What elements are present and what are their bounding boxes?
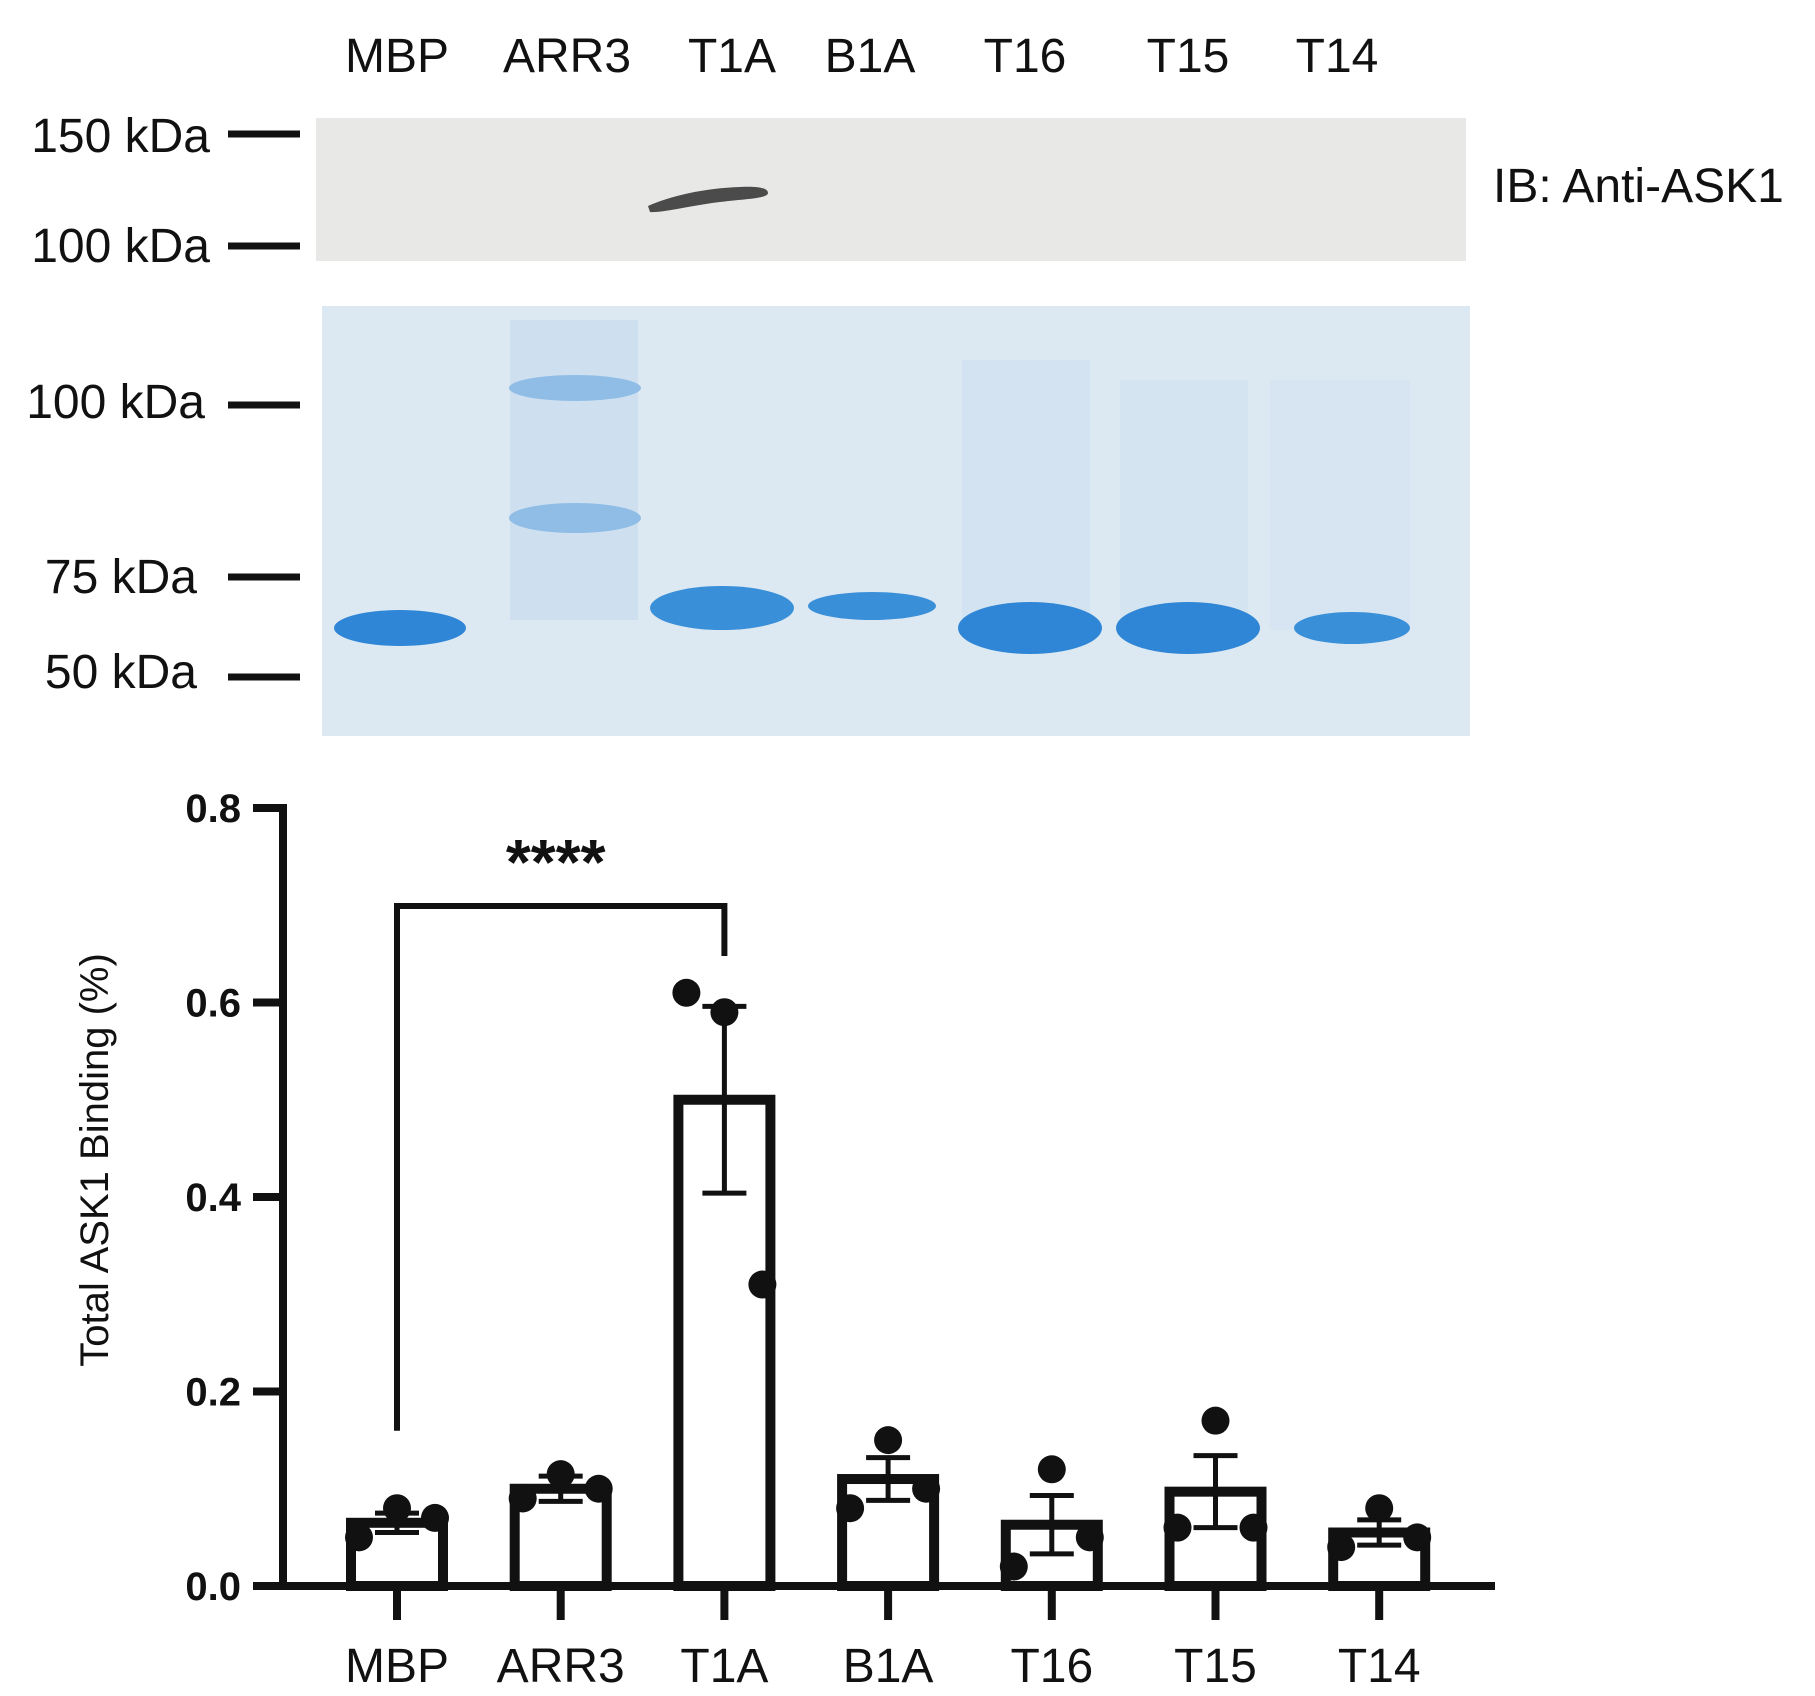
lane-label-arr3: ARR3 (503, 30, 631, 83)
x-tick-label-t14: T14 (1338, 1640, 1421, 1693)
western-blot-panel: 150 kDa 100 kDa IB: Anti-ASK1 (31, 110, 1784, 273)
blot-marker-150-label: 150 kDa (31, 110, 210, 163)
data-point-t15-1 (1163, 1513, 1192, 1542)
data-point-t15-3 (1239, 1513, 1268, 1542)
blot-membrane (316, 118, 1466, 261)
significance-bracket: **** (394, 826, 728, 1431)
gel-lane-smear-arr3 (510, 320, 638, 620)
gel-marker-75-label: 75 kDa (45, 551, 197, 604)
coomassie-gel-panel: 100 kDa 75 kDa 50 kDa (26, 306, 1470, 736)
y-axis-title: Total ASK1 Binding (%) (73, 953, 117, 1367)
data-point-t1a-3 (748, 1270, 777, 1299)
gel-band-arr3-upper (509, 375, 641, 401)
data-point-mbp-1 (345, 1523, 373, 1552)
blot-marker-100-label: 100 kDa (31, 220, 210, 273)
data-point-b1a-3 (912, 1474, 941, 1503)
y-tick-label-0-8: 0.8 (185, 787, 241, 831)
data-point-t16-2 (1037, 1455, 1066, 1484)
lane-label-mbp: MBP (345, 30, 449, 83)
x-tick-label-b1a: B1A (843, 1640, 934, 1693)
data-point-t16-1 (999, 1552, 1028, 1581)
bar-arr3 (509, 1483, 612, 1591)
x-tick-label-arr3: ARR3 (497, 1640, 625, 1693)
gel-band-t14 (1294, 612, 1410, 644)
bars (346, 1094, 1431, 1592)
data-points (345, 978, 1432, 1581)
data-point-t14-2 (1365, 1494, 1394, 1523)
data-point-b1a-2 (874, 1426, 903, 1455)
data-point-arr3-1 (508, 1484, 537, 1513)
gel-band-t1a (650, 586, 794, 630)
error-bars (375, 1003, 1402, 1557)
y-tick-label-0-2: 0.2 (185, 1371, 241, 1415)
data-point-arr3-2 (546, 1460, 575, 1489)
x-axis-ticks: MBP ARR3 T1A B1A T16 T15 T14 (345, 1586, 1421, 1693)
data-point-b1a-1 (836, 1494, 865, 1523)
lane-labels: MBP ARR3 T1A B1A T16 T15 T14 (345, 30, 1378, 83)
x-tick-label-t16: T16 (1010, 1640, 1093, 1693)
gel-marker-50-label: 50 kDa (45, 646, 197, 699)
significance-stars: **** (506, 826, 606, 898)
lane-label-t15: T15 (1147, 30, 1230, 83)
gel-band-t16 (958, 602, 1102, 654)
lane-label-t16: T16 (984, 30, 1067, 83)
bar-t1a (673, 1094, 776, 1591)
data-point-t16-3 (1075, 1523, 1104, 1552)
lane-label-t1a: T1A (688, 30, 776, 83)
ib-antibody-label: IB: Anti-ASK1 (1493, 160, 1784, 213)
x-tick-label-t1a: T1A (680, 1640, 768, 1693)
lane-label-b1a: B1A (825, 30, 916, 83)
bar-chart: Total ASK1 Binding (%) 0.0 0.2 0.4 0.6 0.8 M… (73, 787, 1495, 1693)
gel-marker-100-label: 100 kDa (26, 376, 205, 429)
blot-band-t1a (648, 186, 768, 213)
data-point-mbp-2 (383, 1494, 411, 1523)
data-point-t15-2 (1201, 1406, 1230, 1435)
gel-lane-smear-t16 (962, 360, 1090, 630)
y-tick-label-0-6: 0.6 (185, 982, 241, 1026)
data-point-t1a-1 (672, 978, 701, 1007)
y-axis-ticks: 0.0 0.2 0.4 0.6 0.8 (185, 787, 283, 1609)
y-tick-label-0-4: 0.4 (185, 1176, 241, 1220)
data-point-mbp-3 (421, 1503, 449, 1532)
gel-lane-smear-t15 (1120, 380, 1248, 630)
data-point-t14-3 (1403, 1523, 1432, 1552)
data-point-arr3-3 (584, 1474, 613, 1503)
gel-band-t15 (1116, 602, 1260, 654)
gel-band-b1a (808, 592, 936, 620)
gel-band-mbp (334, 610, 466, 646)
data-point-t1a-2 (710, 998, 739, 1027)
y-tick-label-0-0: 0.0 (185, 1565, 241, 1609)
data-point-t14-1 (1327, 1533, 1356, 1562)
gel-lane-smear-t14 (1270, 380, 1410, 630)
x-tick-label-t15: T15 (1174, 1640, 1257, 1693)
x-tick-label-mbp: MBP (345, 1640, 449, 1693)
gel-band-arr3-lower (509, 503, 641, 533)
lane-label-t14: T14 (1296, 30, 1379, 83)
significance-bracket-line (394, 903, 728, 1431)
